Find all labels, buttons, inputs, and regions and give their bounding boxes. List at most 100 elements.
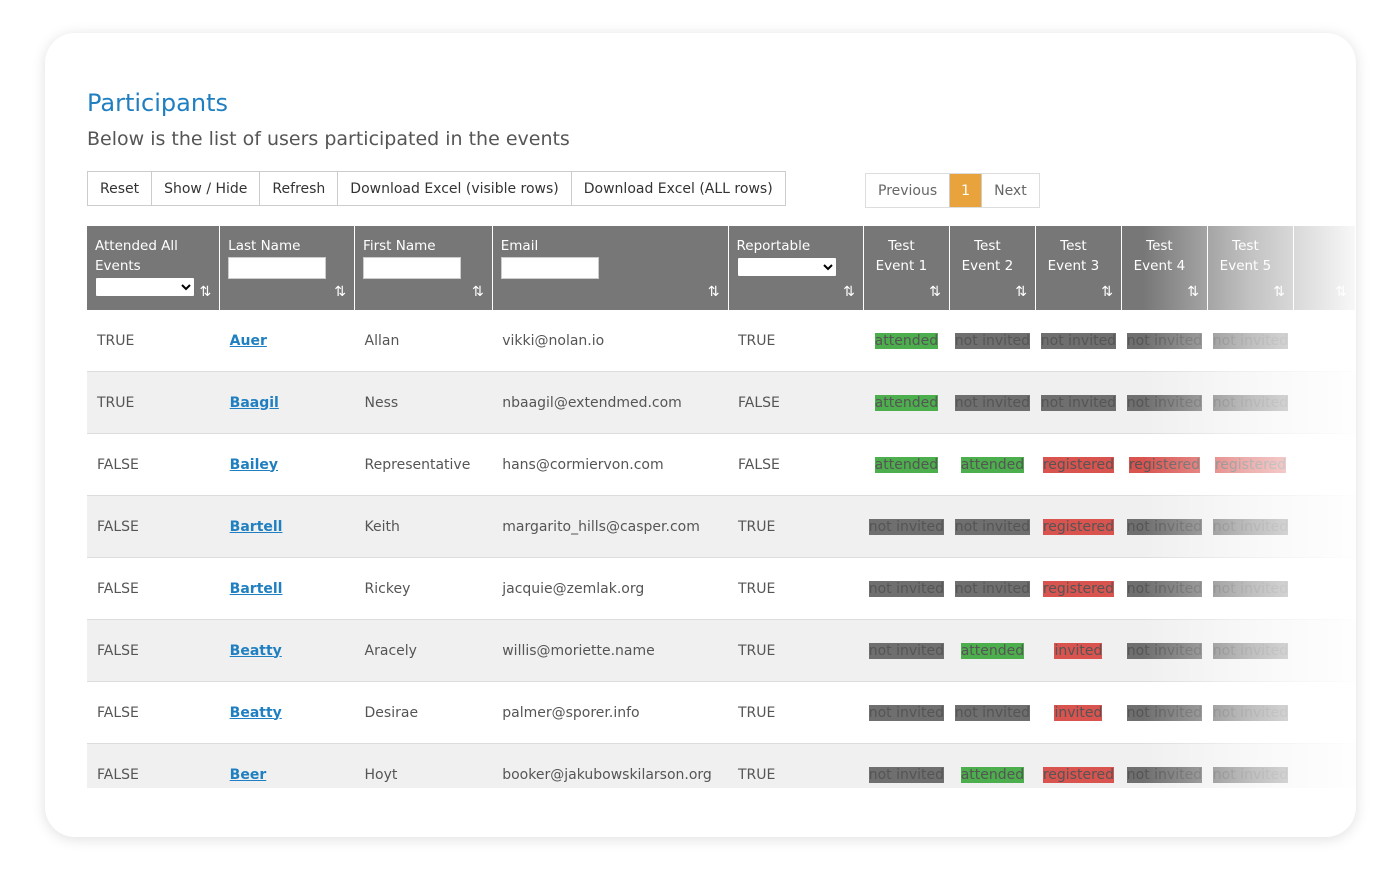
table-cell: [1293, 619, 1356, 682]
column-filter[interactable]: [363, 257, 462, 279]
last-name-link[interactable]: Beatty: [229, 704, 282, 721]
column-title: Test Event 4: [1133, 238, 1186, 274]
table-cell: not invited: [1121, 371, 1208, 434]
table-row: FALSE Bartell Keith margarito_hills@casper.…: [87, 495, 1356, 558]
table-cell: not invited: [949, 557, 1036, 620]
status-badge: not invited: [1212, 642, 1289, 659]
card: Participants Below is the list of users …: [45, 33, 1356, 837]
table-row: TRUE Baagil Ness nbaagil@extendmed.com FALSE…: [87, 371, 1356, 434]
toolbar-button[interactable]: Refresh: [260, 172, 339, 205]
table-cell: TRUE: [728, 557, 864, 620]
previous-button[interactable]: Previous: [866, 174, 951, 207]
status-badge: attended: [874, 394, 939, 411]
table-cell: TRUE: [87, 371, 220, 434]
status-badge: invited: [1054, 704, 1103, 721]
status-badge: attended: [960, 456, 1025, 473]
column-header[interactable]: First Name: [354, 226, 493, 310]
table-cell: attended: [949, 619, 1036, 682]
last-name-link[interactable]: Auer: [229, 332, 267, 349]
column-title: Test Event 5: [1219, 238, 1272, 274]
table-wrapper: Attended All Events Last Name First Name Em…: [87, 226, 1356, 788]
table-cell: attended: [863, 371, 950, 434]
table-cell: attended: [949, 433, 1036, 496]
column-filter[interactable]: [228, 257, 327, 279]
table-row: TRUE Auer Allan vikki@nolan.io TRUE attended n…: [87, 310, 1356, 372]
status-badge: not invited: [954, 332, 1031, 349]
column-header[interactable]: Test Event 4: [1121, 226, 1208, 310]
status-badge: not invited: [1212, 766, 1289, 783]
table-cell: Rickey: [354, 557, 493, 620]
table-cell: attended: [949, 743, 1036, 788]
status-badge: not invited: [1212, 394, 1289, 411]
last-name-link[interactable]: Baagil: [229, 394, 279, 411]
table-cell: Beer: [219, 743, 355, 788]
column-filter[interactable]: [736, 257, 837, 277]
table-cell: not invited: [1207, 743, 1294, 788]
table-cell: Desirae: [354, 681, 493, 744]
table-cell: not invited: [1207, 495, 1294, 558]
status-badge: not invited: [868, 518, 945, 535]
column-header[interactable]: Attended All Events: [87, 226, 221, 310]
status-badge: not invited: [868, 704, 945, 721]
table-cell: not invited: [1121, 743, 1208, 788]
table-cell: TRUE: [728, 743, 864, 788]
last-name-link[interactable]: Bailey: [229, 456, 279, 473]
table-cell: Aracely: [354, 619, 493, 682]
status-badge: not invited: [1040, 394, 1117, 411]
status-badge: registered: [1042, 518, 1115, 535]
status-badge: registered: [1042, 766, 1115, 783]
toolbar-button[interactable]: Download Excel (visible rows): [338, 172, 572, 205]
column-title: First Name: [363, 238, 436, 254]
next-button[interactable]: Next: [982, 174, 1039, 207]
column-filter[interactable]: [95, 277, 195, 297]
table-cell: Allan: [354, 310, 493, 372]
column-header[interactable]: Test Event 5: [1207, 226, 1294, 310]
table-cell: not invited: [1207, 619, 1294, 682]
table-cell: vikki@nolan.io: [492, 310, 728, 372]
toolbar-button[interactable]: Download Excel (ALL rows): [571, 172, 785, 205]
current-page[interactable]: 1: [950, 174, 983, 207]
table-cell: not invited: [1121, 310, 1208, 372]
table-row: FALSE Bailey Representative hans@cormiervon…: [87, 433, 1356, 496]
toolbar: Reset Show / Hide Refresh Download Excel (v…: [87, 171, 786, 206]
column-header[interactable]: Email: [492, 226, 729, 310]
column-title: Reportable: [736, 238, 811, 254]
status-badge: registered: [1128, 456, 1201, 473]
column-header[interactable]: Test Event 1: [863, 226, 950, 310]
status-badge: not invited: [868, 642, 945, 659]
column-title: Attended All Events: [95, 238, 178, 274]
toolbar-button[interactable]: Show / Hide: [152, 172, 261, 205]
table-cell: hans@cormiervon.com: [492, 433, 728, 496]
table-cell: registered: [1035, 433, 1122, 496]
table-cell: FALSE: [87, 433, 220, 496]
column-filter[interactable]: [500, 257, 599, 279]
table-row: FALSE Beer Hoyt booker@jakubowskilarson.org…: [87, 743, 1356, 788]
status-badge: not invited: [954, 394, 1031, 411]
last-name-link[interactable]: Beatty: [229, 642, 282, 659]
status-badge: not invited: [954, 704, 1031, 721]
column-header[interactable]: Test Event 2: [949, 226, 1036, 310]
last-name-link[interactable]: Beer: [229, 766, 267, 783]
table-cell: not invited: [1121, 619, 1208, 682]
table-cell: Bailey: [219, 433, 355, 496]
last-name-link[interactable]: Bartell: [229, 580, 283, 597]
status-badge: not invited: [954, 580, 1031, 597]
table-cell: FALSE: [87, 681, 220, 744]
last-name-link[interactable]: Bartell: [229, 518, 283, 535]
column-header[interactable]: Reportable: [728, 226, 864, 310]
toolbar-button[interactable]: Reset: [88, 172, 153, 205]
table-cell: TRUE: [87, 310, 220, 372]
column-header[interactable]: Last Name: [219, 226, 356, 310]
status-badge: not invited: [1126, 394, 1203, 411]
column-header[interactable]: Test Event 3: [1035, 226, 1122, 310]
table-cell: not invited: [863, 743, 950, 788]
table-cell: attended: [863, 310, 950, 372]
status-badge: registered: [1214, 456, 1287, 473]
status-badge: registered: [1042, 456, 1115, 473]
table-cell: invited: [1035, 681, 1122, 744]
status-badge: not invited: [954, 518, 1031, 535]
table-cell: not invited: [1035, 310, 1122, 372]
table-cell: Bartell: [219, 557, 355, 620]
status-badge: attended: [960, 766, 1025, 783]
